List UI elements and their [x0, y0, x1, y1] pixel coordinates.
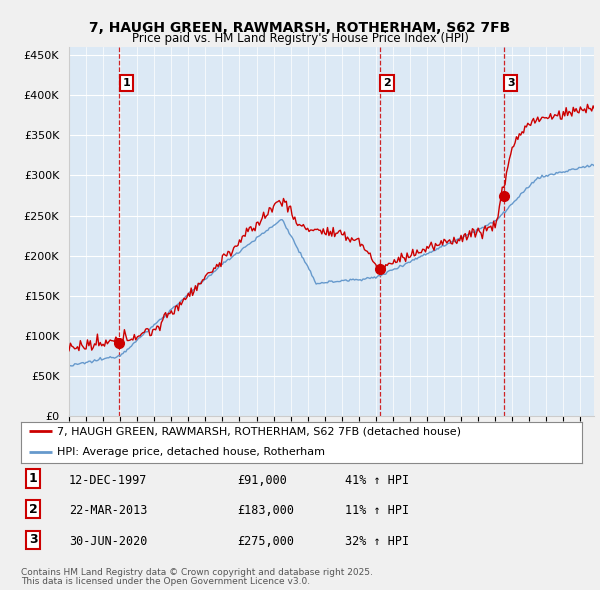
Text: £275,000: £275,000: [237, 535, 294, 548]
Text: 1: 1: [29, 472, 37, 485]
Text: 2: 2: [383, 78, 391, 88]
Text: 12-DEC-1997: 12-DEC-1997: [69, 474, 148, 487]
Text: £183,000: £183,000: [237, 504, 294, 517]
Text: 3: 3: [507, 78, 515, 88]
Text: 41% ↑ HPI: 41% ↑ HPI: [345, 474, 409, 487]
Text: 30-JUN-2020: 30-JUN-2020: [69, 535, 148, 548]
Text: £91,000: £91,000: [237, 474, 287, 487]
Text: This data is licensed under the Open Government Licence v3.0.: This data is licensed under the Open Gov…: [21, 577, 310, 586]
Text: 3: 3: [29, 533, 37, 546]
Text: Contains HM Land Registry data © Crown copyright and database right 2025.: Contains HM Land Registry data © Crown c…: [21, 568, 373, 576]
Text: 32% ↑ HPI: 32% ↑ HPI: [345, 535, 409, 548]
Text: HPI: Average price, detached house, Rotherham: HPI: Average price, detached house, Roth…: [58, 447, 325, 457]
Text: 2: 2: [29, 503, 37, 516]
Text: Price paid vs. HM Land Registry's House Price Index (HPI): Price paid vs. HM Land Registry's House …: [131, 32, 469, 45]
Text: 7, HAUGH GREEN, RAWMARSH, ROTHERHAM, S62 7FB: 7, HAUGH GREEN, RAWMARSH, ROTHERHAM, S62…: [89, 21, 511, 35]
Text: 11% ↑ HPI: 11% ↑ HPI: [345, 504, 409, 517]
Text: 22-MAR-2013: 22-MAR-2013: [69, 504, 148, 517]
Text: 1: 1: [122, 78, 130, 88]
Text: 7, HAUGH GREEN, RAWMARSH, ROTHERHAM, S62 7FB (detached house): 7, HAUGH GREEN, RAWMARSH, ROTHERHAM, S62…: [58, 427, 461, 437]
